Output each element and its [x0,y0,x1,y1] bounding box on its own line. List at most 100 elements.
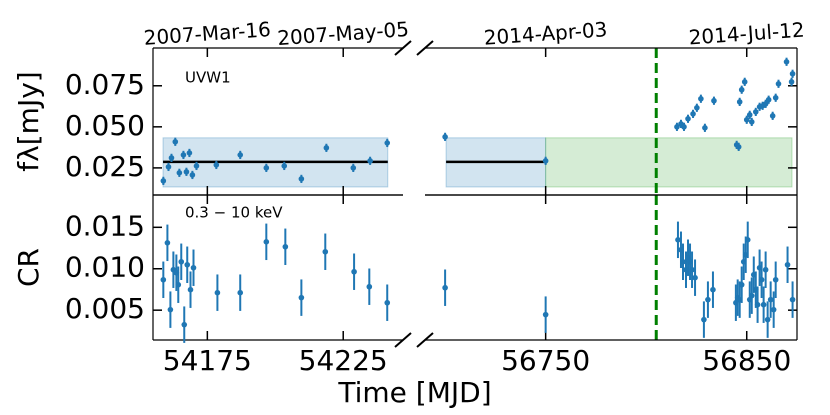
data-point [160,276,167,283]
data-point [184,261,191,268]
data-point [788,79,795,85]
x-tick-label: 56850 [702,344,791,377]
data-point [741,79,748,85]
data-point [168,155,175,161]
data-point [765,96,772,103]
top-tick-label: 2007-May-05 [277,17,410,50]
axis-break [394,40,434,348]
data-point [736,99,743,105]
data-point [690,111,696,117]
data-point [754,301,761,308]
data-point [702,125,708,131]
data-point [770,306,777,313]
data-point [769,113,776,119]
data-point [189,172,196,178]
top-tick-label: 2014-Jul-12 [688,17,805,49]
data-point [746,112,753,118]
data-point [160,178,167,184]
data-point [748,292,755,299]
data-point [165,164,172,170]
data-point [167,306,174,313]
shaded-region [545,137,793,188]
data-point [760,301,767,308]
data-point [738,86,745,93]
data-point [367,158,373,164]
data-point [789,296,796,303]
y-tick-label: 0.015 [65,209,145,242]
x-tick-label: 54225 [299,344,388,377]
data-point [187,286,194,293]
data-point [298,294,305,301]
data-point [762,101,769,107]
data-point [784,261,791,268]
data-point [366,283,373,290]
data-point [281,163,288,169]
x-tick-label: 54175 [163,344,252,377]
data-point [214,289,221,296]
data-point [675,237,681,243]
data-point [213,162,220,168]
y-axis-label: CR [12,248,45,287]
data-point [789,70,796,77]
data-point [237,152,244,158]
data-point [298,176,305,182]
data-point [180,152,187,158]
data-point [694,104,700,111]
data-point [772,276,779,283]
data-point [181,321,188,328]
top-tick-label: 2014-Apr-03 [483,17,608,50]
data-point [674,124,680,130]
data-point [689,266,695,273]
panel: 0.005 0.010 0.015 54175 54225 56750 56850 CR Tim… [12,194,798,409]
data-point [186,150,193,156]
data-point [323,145,330,151]
data-point [384,140,391,146]
data-point [351,268,357,275]
y-tick-label: 0.005 [65,292,145,325]
data-point [190,264,197,271]
data-point [767,296,774,303]
data-point [164,240,171,246]
y-tick-label: 0.010 [65,251,145,284]
data-point [350,165,357,171]
data-point [772,94,779,101]
data-point [542,311,549,318]
data-point [744,237,751,243]
data-point [705,296,711,303]
data-point [172,138,179,145]
data-point [681,124,687,130]
data-point [263,239,270,245]
data-point [738,281,745,288]
data-point [764,316,771,323]
data-point [442,134,448,140]
y-tick-label: 0.050 [65,109,145,142]
data-point [282,243,289,250]
data-point [762,266,769,273]
data-point [176,170,183,176]
annotation: UVW1 [185,69,231,87]
data-point [322,248,329,255]
data-point [743,116,750,123]
data-point [711,97,717,104]
top-tick-label: 2007-Mar-16 [143,17,272,50]
data-point [775,81,782,87]
data-point [701,316,707,323]
data-point [685,115,691,122]
data-point [175,281,182,288]
data-point [442,284,448,291]
annotation: 0.3 − 10 keV [185,204,283,222]
data-point [710,286,716,293]
data-point [183,169,190,175]
data-point [680,258,686,265]
data-point [752,109,759,115]
data-point [783,58,790,65]
x-tick-label: 56750 [501,344,590,377]
data-point [542,158,549,164]
data-point [237,289,244,296]
y-axis-label: fλ[mJy] [12,71,45,171]
x-axis-label: Time [MJD] [337,376,491,409]
data-point [692,274,698,281]
data-point [178,258,185,265]
data-point [193,163,200,169]
